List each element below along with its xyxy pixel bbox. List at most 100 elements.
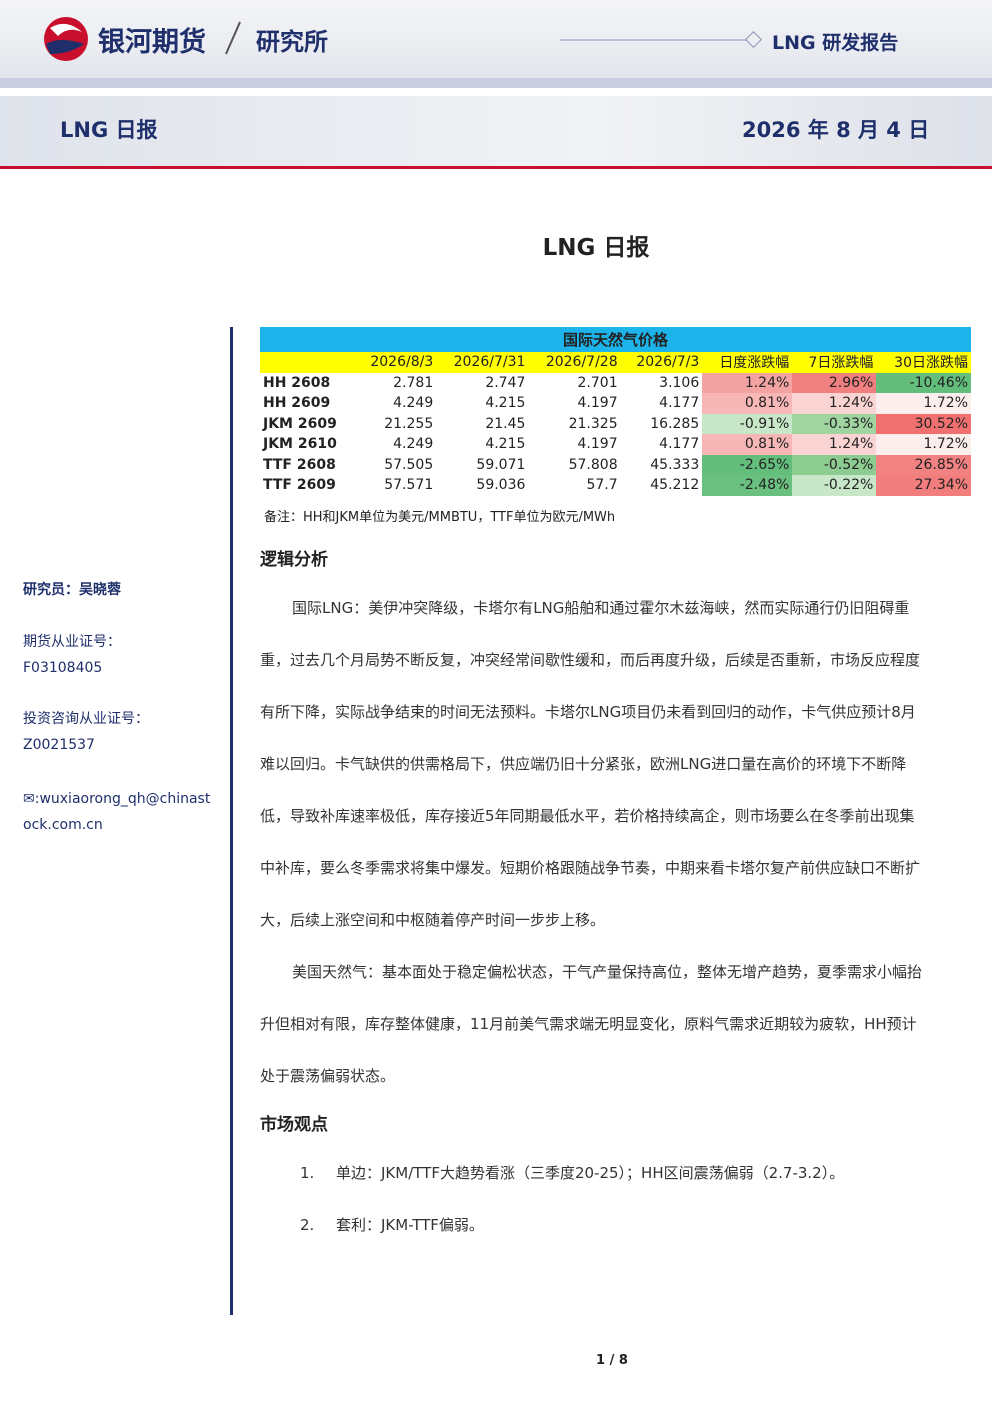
table-cell: 26.85% bbox=[876, 454, 971, 475]
table-cell: 3.106 bbox=[659, 374, 700, 391]
row-name: TTF 2609 bbox=[263, 477, 336, 494]
list-item: 2. 套利：JKM-TTF偏弱。 bbox=[260, 1199, 928, 1251]
table-cell: 21.45 bbox=[485, 415, 526, 432]
item-text: 单边：JKM/TTF大趋势看涨（三季度20-25）；HH区间震荡偏弱（2.7-3… bbox=[336, 1164, 845, 1182]
row-name: HH 2609 bbox=[263, 395, 331, 412]
row-name: HH 2608 bbox=[263, 374, 331, 391]
header-rule bbox=[560, 31, 762, 48]
table-cell: 2.781 bbox=[393, 374, 434, 391]
table-cell: 4.215 bbox=[485, 436, 526, 453]
row-name: JKM 2610 bbox=[263, 436, 337, 453]
stripe bbox=[0, 78, 992, 88]
table-cell: 57.571 bbox=[384, 477, 434, 494]
table-cell: 1.72% bbox=[876, 434, 971, 455]
report-type: LNG 研发报告 bbox=[772, 32, 899, 54]
table-title-row: 国际天然气价格 bbox=[260, 327, 971, 352]
license: F03108405 bbox=[23, 660, 103, 676]
table-cell: 21.255 bbox=[384, 415, 434, 432]
table-cell: 57.505 bbox=[384, 456, 434, 473]
section-heading: 市场观点 bbox=[260, 1115, 328, 1135]
advisory: Z0021537 bbox=[23, 737, 95, 753]
logo bbox=[44, 17, 88, 61]
row-name: JKM 2609 bbox=[263, 415, 337, 432]
page-number: 1 / 8 bbox=[596, 1353, 628, 1368]
table-cell: 2.96% bbox=[792, 372, 877, 393]
item-number: 2. bbox=[300, 1216, 315, 1234]
table-cell: 4.177 bbox=[659, 395, 700, 412]
column-header: 2026/7/3 bbox=[636, 354, 700, 371]
corner-cell bbox=[260, 352, 355, 373]
table-cell: 0.81% bbox=[702, 434, 793, 455]
table-cell: 21.325 bbox=[568, 415, 618, 432]
table-cell: -2.65% bbox=[702, 454, 793, 475]
table-row: HH 2609 4.249 4.215 4.197 4.177 0.81% 1.24% 1.7… bbox=[260, 393, 971, 414]
table-cell: 4.249 bbox=[393, 395, 434, 412]
table-cell: 2.747 bbox=[485, 374, 526, 391]
table-cell: 30.52% bbox=[876, 413, 971, 434]
column-header: 30日涨跌幅 bbox=[894, 355, 968, 372]
sidebar-rule bbox=[230, 327, 233, 1315]
table-cell: 1.24% bbox=[792, 434, 877, 455]
column-header: 7日涨跌幅 bbox=[808, 355, 874, 372]
list-item: 1. 单边：JKM/TTF大趋势看涨（三季度20-25）；HH区间震荡偏弱（2.7… bbox=[260, 1147, 928, 1199]
paragraph: 国际LNG：美伊冲突降级，卡塔尔有LNG船舶和通过霍尔木兹海峡，然而实际通行仍旧… bbox=[260, 599, 921, 929]
banner bbox=[0, 96, 992, 166]
item-number: 1. bbox=[300, 1164, 315, 1182]
table-cell: 1.72% bbox=[876, 393, 971, 414]
table-note: 备注：HH和JKM单位为美元/MMBTU，TTF单位为欧元/MWh bbox=[264, 510, 616, 525]
price-table: 国际天然气价格 2026/8/3 2026/7/31 2026/7/28 2026/7… bbox=[260, 327, 971, 496]
paragraph: 美国天然气：基本面处于稳定偏松状态，干气产量保持高位，整体无增产趋势，夏季需求小… bbox=[260, 963, 923, 1085]
table-cell: -0.91% bbox=[702, 413, 793, 434]
email: ✉:wuxiaorong_qh@chinastock.com.cn bbox=[23, 791, 211, 833]
red-rule bbox=[0, 166, 992, 169]
column-header: 2026/8/3 bbox=[370, 354, 434, 371]
column-header: 2026/7/31 bbox=[453, 354, 526, 371]
table-cell: 4.249 bbox=[393, 436, 434, 453]
license-label: 期货从业证号： bbox=[23, 634, 121, 650]
table-cell: 4.215 bbox=[485, 395, 526, 412]
table-cell: 27.34% bbox=[876, 475, 971, 496]
column-header: 2026/7/28 bbox=[545, 354, 618, 371]
table-cell: 57.7 bbox=[586, 477, 618, 494]
table-row: JKM 2609 21.255 21.45 21.325 16.285 -0.91% -0.… bbox=[260, 413, 971, 434]
researcher: 研究员：吴晓蓉 bbox=[23, 582, 121, 598]
table-cell: 59.071 bbox=[476, 456, 526, 473]
table-cell: 1.24% bbox=[702, 372, 793, 393]
table-cell: 59.036 bbox=[476, 477, 526, 494]
table-cell: -2.48% bbox=[702, 475, 793, 496]
table-cell: -0.33% bbox=[792, 413, 877, 434]
table-cell: 16.285 bbox=[650, 415, 700, 432]
item-text: 套利：JKM-TTF偏弱。 bbox=[336, 1216, 484, 1234]
page-title: LNG 日报 bbox=[542, 235, 650, 261]
table-cell: 1.24% bbox=[792, 393, 877, 414]
table-cell: 2.701 bbox=[577, 374, 618, 391]
table-cell: -0.52% bbox=[792, 454, 877, 475]
table-title: 国际天然气价格 bbox=[260, 327, 971, 352]
brand: 银河期货 bbox=[98, 27, 206, 58]
table-cell: 45.333 bbox=[650, 456, 700, 473]
table-row: HH 2608 2.781 2.747 2.701 3.106 1.24% 2.96% -10… bbox=[260, 372, 971, 393]
table-header: 2026/8/3 2026/7/31 2026/7/28 2026/7/3 日度涨跌幅 7… bbox=[260, 352, 971, 373]
department: 研究所 bbox=[256, 28, 328, 56]
header-bar bbox=[0, 0, 992, 78]
table-row: JKM 2610 4.249 4.215 4.197 4.177 0.81% 1.24% 1.… bbox=[260, 434, 971, 455]
section-heading: 逻辑分析 bbox=[260, 550, 328, 570]
body: 逻辑分析国际LNG：美伊冲突降级，卡塔尔有LNG船舶和通过霍尔木兹海峡，然而实际… bbox=[260, 545, 928, 1251]
column-header: 日度涨跌幅 bbox=[719, 355, 790, 372]
banner-date: 2026 年 8 月 4 日 bbox=[742, 118, 930, 142]
advisory-label: 投资咨询从业证号： bbox=[23, 711, 149, 727]
banner-title: LNG 日报 bbox=[60, 118, 158, 142]
table-row: TTF 2609 57.571 59.036 57.7 45.212 -2.48% -0.2… bbox=[260, 475, 971, 496]
table-cell: -0.22% bbox=[792, 475, 877, 496]
table-cell: 4.197 bbox=[577, 436, 618, 453]
table-cell: 4.177 bbox=[659, 436, 700, 453]
row-name: TTF 2608 bbox=[263, 456, 336, 473]
table-cell: -10.46% bbox=[876, 372, 971, 393]
divider bbox=[225, 21, 241, 55]
table-cell: 57.808 bbox=[568, 456, 618, 473]
table-row: TTF 2608 57.505 59.071 57.808 45.333 -2.65% -0… bbox=[260, 454, 971, 475]
table-cell: 4.197 bbox=[577, 395, 618, 412]
table-cell: 45.212 bbox=[650, 477, 700, 494]
table-cell: 0.81% bbox=[702, 393, 793, 414]
